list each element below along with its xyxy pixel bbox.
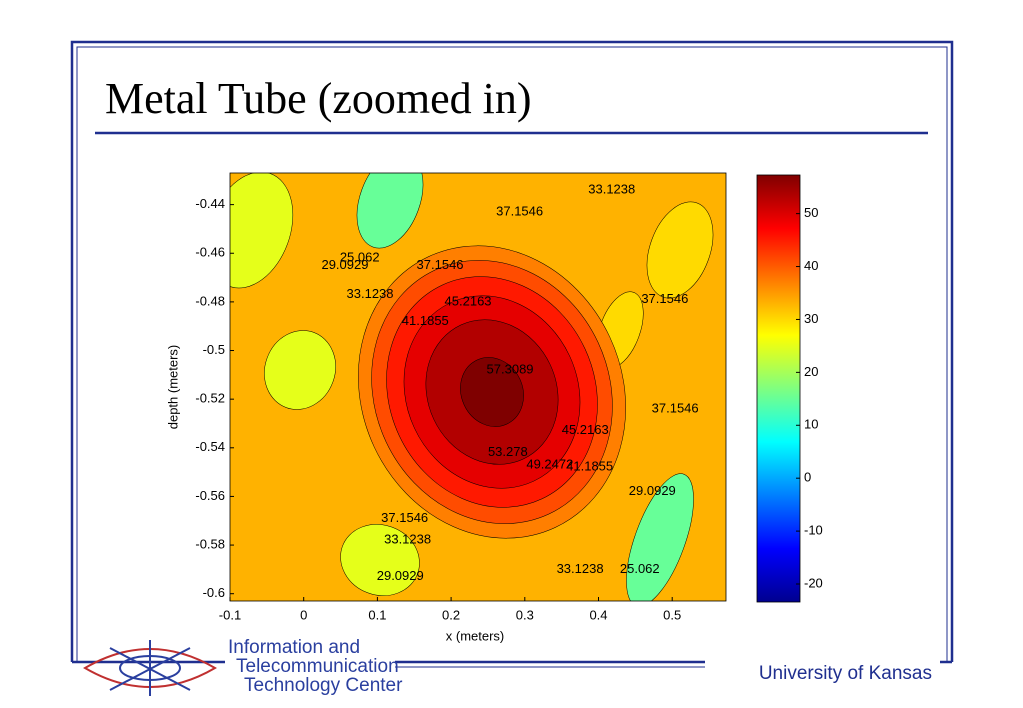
colorbar-tick-label: 50 [804,205,818,220]
y-tick-label: -0.5 [203,342,225,357]
contour-label: 33.1238 [384,532,431,547]
contour-label: 25.062 [340,250,380,265]
contour-level [460,357,524,427]
contour-patch [626,473,694,601]
contour-label: 37.1546 [381,510,428,525]
x-tick-label: 0.2 [442,607,460,622]
y-tick-label: -0.58 [195,537,225,552]
contour-label: 45.2163 [562,422,609,437]
colorbar-tick-label: 40 [804,258,818,273]
x-tick-label: -0.1 [219,607,241,622]
colorbar-tick-label: 20 [804,364,818,379]
contour-patch [230,173,294,289]
contour-label: 25.062 [620,561,660,576]
contour-label: 33.1238 [557,561,604,576]
contour-label: 53.278 [488,444,528,459]
plot-frame [229,172,727,602]
contour-label: 49.2472 [526,456,573,471]
contour-label: 57.3089 [487,361,534,376]
university: University of Kansas [759,663,932,684]
y-tick-label: -0.56 [195,488,225,503]
contour-label: 37.1546 [496,203,543,218]
contour-label: 29.0929 [321,257,368,272]
contour-label: 45.2163 [445,293,492,308]
y-tick-label: -0.54 [195,439,225,454]
x-tick-label: 0.4 [589,607,607,622]
contour-label: 37.1546 [652,400,699,415]
colorbar-tick-label: -20 [804,575,823,590]
y-tick-label: -0.46 [195,245,225,260]
y-tick-label: -0.44 [195,196,225,211]
contour-label: 33.1238 [347,286,394,301]
colorbar-tick-label: 0 [804,470,811,485]
y-tick-label: -0.52 [195,391,225,406]
colorbar-tick-label: 30 [804,311,818,326]
y-tick-label: -0.48 [195,293,225,308]
contour-label: 37.1546 [641,291,688,306]
colorbar [756,174,801,603]
contour-label: 41.1855 [566,459,613,474]
contour-patch [356,173,424,249]
org-name: Technology Center [244,675,403,696]
contour-patch [340,524,420,596]
contour-patch [264,330,336,410]
contour-label: 29.0929 [629,483,676,498]
org-name: Information and [228,637,360,658]
x-tick-label: 0.1 [368,607,386,622]
x-tick-label: 0 [300,607,307,622]
y-axis-label: depth (meters) [165,345,180,430]
org-name: Telecommunication [236,656,399,677]
x-tick-label: 0.3 [516,607,534,622]
slide-title: Metal Tube (zoomed in) [105,74,532,123]
x-axis-label: x (meters) [446,628,505,643]
colorbar-tick-label: 10 [804,417,818,432]
logo [83,640,217,696]
contour-label: 29.0929 [377,568,424,583]
contour-label: 37.1546 [417,257,464,272]
y-tick-label: -0.6 [203,585,225,600]
contour-label: 33.1238 [588,181,635,196]
x-tick-label: 0.5 [663,607,681,622]
contour-label: 41.1855 [402,313,449,328]
colorbar-tick-label: -10 [804,523,823,538]
contour-patch [646,201,714,299]
slide-frame [70,40,954,668]
